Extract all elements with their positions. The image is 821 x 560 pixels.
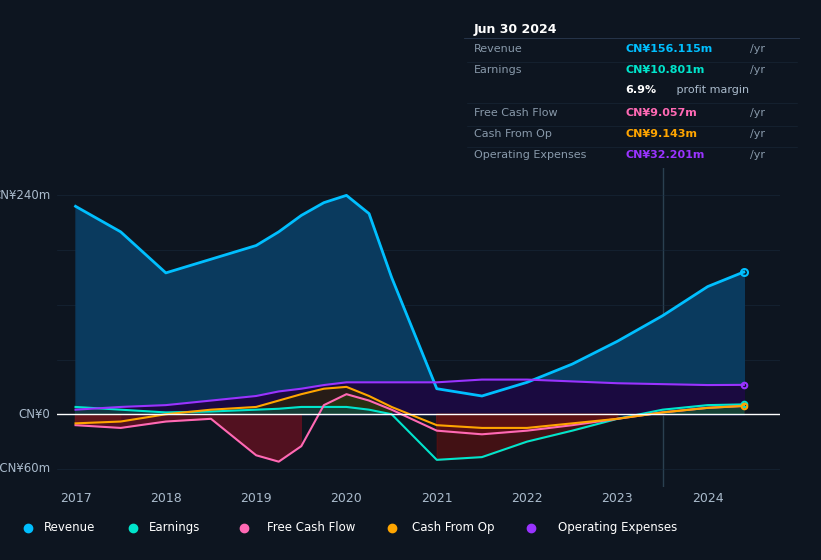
- Text: Earnings: Earnings: [149, 521, 200, 534]
- Text: Jun 30 2024: Jun 30 2024: [474, 23, 557, 36]
- Text: Revenue: Revenue: [44, 521, 95, 534]
- Text: CN¥156.115m: CN¥156.115m: [626, 44, 713, 54]
- Text: Operating Expenses: Operating Expenses: [474, 150, 586, 160]
- Text: CN¥32.201m: CN¥32.201m: [626, 150, 704, 160]
- Text: profit margin: profit margin: [672, 85, 749, 95]
- Text: Free Cash Flow: Free Cash Flow: [267, 521, 355, 534]
- Text: Operating Expenses: Operating Expenses: [557, 521, 677, 534]
- Text: /yr: /yr: [750, 66, 765, 76]
- Text: /yr: /yr: [750, 108, 765, 118]
- Text: 6.9%: 6.9%: [626, 85, 657, 95]
- Text: /yr: /yr: [750, 44, 765, 54]
- Text: Revenue: Revenue: [474, 44, 523, 54]
- Text: CN¥9.143m: CN¥9.143m: [626, 129, 697, 139]
- Text: Earnings: Earnings: [474, 66, 522, 76]
- Text: CN¥240m: CN¥240m: [0, 189, 50, 202]
- Text: Free Cash Flow: Free Cash Flow: [474, 108, 557, 118]
- Text: CN¥0: CN¥0: [19, 408, 50, 421]
- Text: CN¥9.057m: CN¥9.057m: [626, 108, 697, 118]
- Text: Cash From Op: Cash From Op: [412, 521, 495, 534]
- Text: CN¥10.801m: CN¥10.801m: [626, 66, 704, 76]
- Text: /yr: /yr: [750, 150, 765, 160]
- Text: Cash From Op: Cash From Op: [474, 129, 552, 139]
- Text: /yr: /yr: [750, 129, 765, 139]
- Text: -CN¥60m: -CN¥60m: [0, 463, 50, 475]
